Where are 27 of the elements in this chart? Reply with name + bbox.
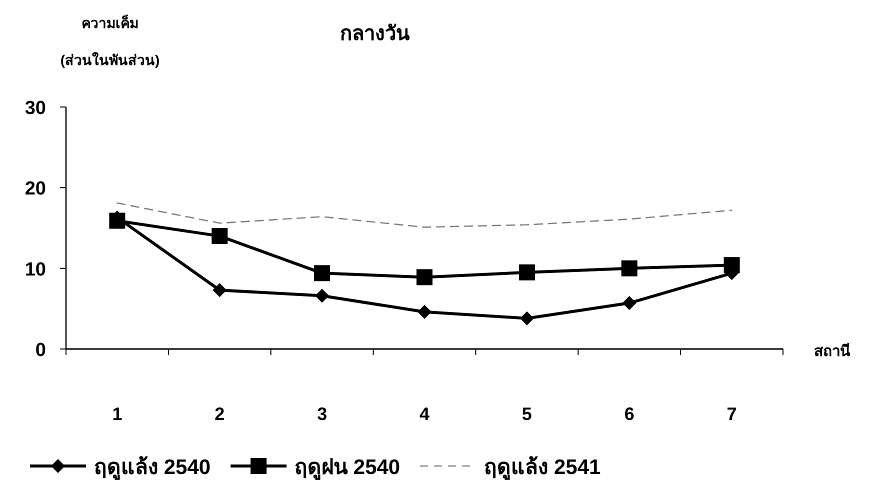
x-axis-title: สถานี [814,343,851,360]
point [315,288,330,303]
point [212,228,228,244]
x-tick-label: 6 [624,404,634,424]
point [212,283,227,298]
point [416,269,432,286]
point [418,304,432,319]
legend-label: ฤดูแล้ง 2540 [94,455,211,481]
point [621,260,638,276]
legend-label: ฤดูฝน 2540 [294,456,400,481]
x-tick-label: 4 [419,404,430,424]
y-tick-label: 20 [24,178,46,200]
y-tick-label: 10 [24,259,46,280]
chart-title: กลางวัน [340,23,410,45]
y-tick-label: 30 [24,98,46,119]
legend-label: ฤดูแล้ง 2541 [484,455,601,481]
point [622,296,636,310]
x-tick-label: 7 [726,404,737,424]
point [314,265,330,282]
point [518,264,535,280]
point [520,311,534,326]
x-tick-label: 5 [522,404,532,424]
x-tick-label: 2 [214,404,225,424]
x-tick-label: 3 [317,404,328,424]
text: ความเค็ม (ส่วนในพันส่วน) [60,15,160,68]
x-tick-label: 1 [112,404,122,424]
y-tick-label: 0 [35,340,46,361]
